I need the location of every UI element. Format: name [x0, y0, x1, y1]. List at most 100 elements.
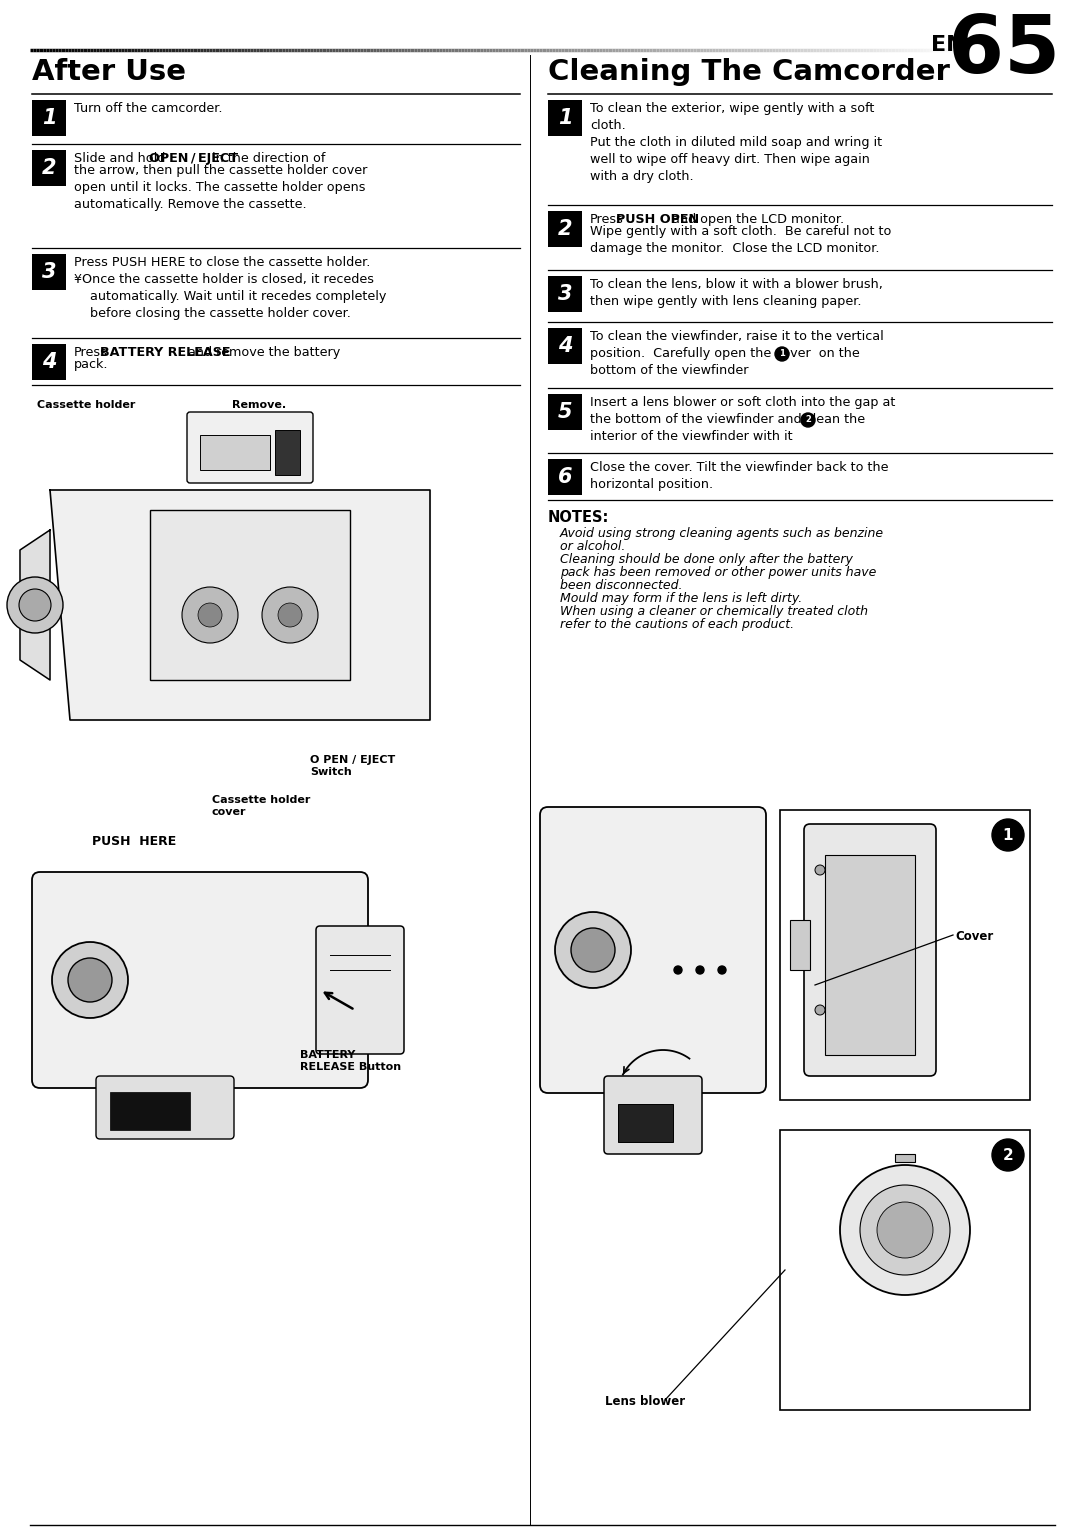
- Circle shape: [840, 1165, 970, 1295]
- Text: the arrow, then pull the cassette holder cover
open until it locks. The cassette: the arrow, then pull the cassette holder…: [75, 164, 367, 212]
- Circle shape: [68, 958, 112, 1003]
- Text: pack.: pack.: [75, 359, 108, 371]
- FancyBboxPatch shape: [780, 1130, 1030, 1410]
- Text: Cleaning The Camcorder: Cleaning The Camcorder: [548, 58, 950, 86]
- Text: refer to the cautions of each product.: refer to the cautions of each product.: [561, 618, 794, 632]
- Text: When using a cleaner or chemically treated cloth: When using a cleaner or chemically treat…: [561, 606, 868, 618]
- Circle shape: [278, 602, 302, 627]
- Polygon shape: [50, 491, 430, 721]
- FancyBboxPatch shape: [32, 254, 66, 290]
- Text: cover: cover: [212, 806, 246, 817]
- Text: Cover: Cover: [955, 931, 994, 943]
- Text: BATTERY: BATTERY: [300, 1050, 355, 1059]
- FancyBboxPatch shape: [110, 1091, 190, 1130]
- Text: Lens blower: Lens blower: [605, 1395, 685, 1407]
- Polygon shape: [21, 530, 50, 681]
- Text: EN: EN: [931, 35, 966, 55]
- Circle shape: [52, 941, 129, 1018]
- FancyBboxPatch shape: [548, 328, 582, 363]
- Text: been disconnected.: been disconnected.: [561, 579, 683, 592]
- Text: O PEN / EJECT: O PEN / EJECT: [310, 754, 395, 765]
- Circle shape: [815, 865, 825, 875]
- FancyBboxPatch shape: [200, 435, 270, 471]
- FancyBboxPatch shape: [548, 458, 582, 495]
- Text: or alcohol.: or alcohol.: [561, 540, 625, 553]
- Text: 2: 2: [1002, 1148, 1013, 1162]
- Text: Slide and hold: Slide and hold: [75, 152, 170, 166]
- Text: Cleaning should be done only after the battery: Cleaning should be done only after the b…: [561, 553, 853, 566]
- FancyBboxPatch shape: [604, 1076, 702, 1154]
- Circle shape: [775, 346, 789, 360]
- Text: Wipe gently with a soft cloth.  Be careful not to
damage the monitor.  Close the: Wipe gently with a soft cloth. Be carefu…: [590, 225, 891, 254]
- Circle shape: [815, 1006, 825, 1015]
- FancyBboxPatch shape: [548, 212, 582, 247]
- Circle shape: [6, 576, 63, 633]
- Text: 4: 4: [557, 336, 572, 356]
- Circle shape: [801, 412, 815, 428]
- Circle shape: [262, 587, 318, 642]
- FancyBboxPatch shape: [548, 100, 582, 136]
- Circle shape: [993, 819, 1024, 851]
- Circle shape: [19, 589, 51, 621]
- Text: Close the cover. Tilt the viewfinder back to the
horizontal position.: Close the cover. Tilt the viewfinder bac…: [590, 461, 889, 491]
- Circle shape: [718, 966, 726, 973]
- Text: 2: 2: [42, 158, 56, 178]
- Text: 4: 4: [42, 353, 56, 373]
- Text: BATTERY RELEASE: BATTERY RELEASE: [100, 346, 230, 359]
- Text: Press: Press: [590, 213, 624, 225]
- FancyBboxPatch shape: [825, 855, 915, 1055]
- Text: To clean the lens, blow it with a blower brush,
then wipe gently with lens clean: To clean the lens, blow it with a blower…: [590, 277, 882, 308]
- Text: PUSH  HERE: PUSH HERE: [92, 835, 176, 848]
- Circle shape: [860, 1185, 950, 1275]
- Circle shape: [674, 966, 681, 973]
- Text: Switch: Switch: [310, 766, 352, 777]
- FancyBboxPatch shape: [187, 412, 313, 483]
- Text: 1: 1: [42, 107, 56, 127]
- Circle shape: [877, 1202, 933, 1259]
- Circle shape: [571, 927, 615, 972]
- Text: Insert a lens blower or soft cloth into the gap at
the bottom of the viewfinder : Insert a lens blower or soft cloth into …: [590, 396, 895, 443]
- Text: 2: 2: [557, 219, 572, 239]
- Text: Cassette holder: Cassette holder: [212, 796, 310, 805]
- Text: 3: 3: [557, 284, 572, 304]
- Text: Avoid using strong cleaning agents such as benzine: Avoid using strong cleaning agents such …: [561, 527, 885, 540]
- FancyBboxPatch shape: [316, 926, 404, 1055]
- FancyBboxPatch shape: [618, 1104, 673, 1142]
- Text: 1: 1: [557, 107, 572, 127]
- Text: 6: 6: [557, 468, 572, 487]
- Text: Cassette holder: Cassette holder: [37, 400, 135, 409]
- Text: To clean the exterior, wipe gently with a soft
cloth.
Put the cloth in diluted m: To clean the exterior, wipe gently with …: [590, 103, 882, 182]
- FancyBboxPatch shape: [548, 394, 582, 429]
- FancyBboxPatch shape: [96, 1076, 234, 1139]
- Circle shape: [183, 587, 238, 642]
- FancyBboxPatch shape: [32, 872, 368, 1088]
- Text: Press PUSH HERE to close the cassette holder.
¥Once the cassette holder is close: Press PUSH HERE to close the cassette ho…: [75, 256, 387, 320]
- Text: After Use: After Use: [32, 58, 186, 86]
- Text: OPEN / EJECT: OPEN / EJECT: [149, 152, 238, 166]
- Text: 3: 3: [42, 262, 56, 282]
- Text: Mould may form if the lens is left dirty.: Mould may form if the lens is left dirty…: [561, 592, 802, 606]
- Text: NOTES:: NOTES:: [548, 510, 609, 524]
- FancyBboxPatch shape: [275, 429, 300, 475]
- Text: pack has been removed or other power units have: pack has been removed or other power uni…: [561, 566, 876, 579]
- Text: and open the LCD monitor.: and open the LCD monitor.: [669, 213, 845, 225]
- Text: PUSH OPEN: PUSH OPEN: [616, 213, 699, 225]
- FancyBboxPatch shape: [548, 276, 582, 313]
- Text: in the direction of: in the direction of: [208, 152, 325, 166]
- Circle shape: [993, 1139, 1024, 1171]
- Circle shape: [198, 602, 222, 627]
- Text: 1: 1: [1002, 828, 1013, 843]
- Text: Turn off the camcorder.: Turn off the camcorder.: [75, 103, 222, 115]
- FancyBboxPatch shape: [540, 806, 766, 1093]
- Text: 2: 2: [805, 415, 811, 425]
- Circle shape: [696, 966, 704, 973]
- Text: 5: 5: [557, 402, 572, 422]
- FancyBboxPatch shape: [32, 100, 66, 136]
- FancyBboxPatch shape: [789, 920, 810, 970]
- Text: Press: Press: [75, 346, 108, 359]
- Text: To clean the viewfinder, raise it to the vertical
position.  Carefully open the : To clean the viewfinder, raise it to the…: [590, 330, 883, 377]
- FancyBboxPatch shape: [32, 150, 66, 185]
- Text: RELEASE Button: RELEASE Button: [300, 1062, 401, 1072]
- FancyBboxPatch shape: [780, 809, 1030, 1101]
- FancyBboxPatch shape: [150, 510, 350, 681]
